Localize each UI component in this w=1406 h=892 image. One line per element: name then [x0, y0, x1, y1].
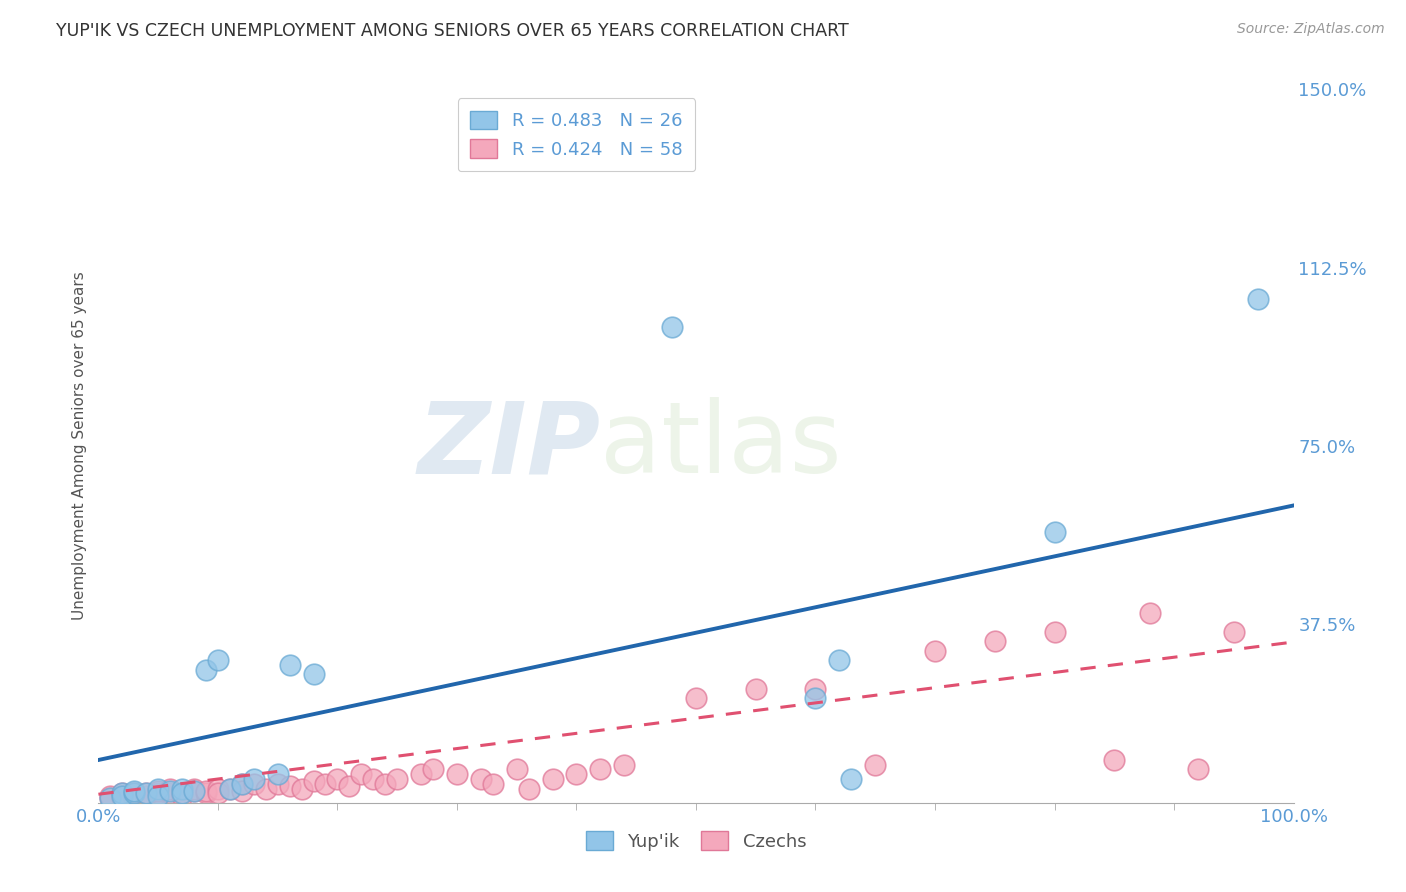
Point [183, 784, 205, 798]
Point [302, 774, 325, 789]
Point [195, 784, 218, 798]
Point [661, 320, 683, 334]
Point [172, 786, 194, 800]
Point [98, 791, 122, 805]
Point [1104, 753, 1126, 767]
Point [350, 767, 373, 781]
Point [195, 786, 218, 800]
Point [148, 784, 170, 798]
Point [1043, 524, 1066, 539]
Point [111, 786, 134, 800]
Point [195, 663, 218, 677]
Point [172, 789, 194, 803]
Point [135, 786, 157, 800]
Point [219, 781, 242, 796]
Point [231, 777, 253, 791]
Point [207, 781, 229, 796]
Point [1223, 624, 1246, 639]
Point [745, 681, 768, 696]
Point [148, 781, 170, 796]
Point [111, 789, 134, 803]
Point [302, 667, 325, 681]
Point [984, 634, 1007, 648]
Point [1247, 292, 1270, 306]
Point [828, 653, 851, 667]
Point [124, 786, 146, 800]
Point [135, 789, 157, 803]
Point [231, 784, 253, 798]
Point [278, 779, 301, 793]
Point [172, 781, 194, 796]
Point [841, 772, 863, 786]
Point [506, 763, 529, 777]
Point [685, 691, 707, 706]
Point [243, 777, 266, 791]
Point [374, 777, 396, 791]
Point [422, 763, 444, 777]
Point [207, 653, 229, 667]
Y-axis label: Unemployment Among Seniors over 65 years: Unemployment Among Seniors over 65 years [72, 272, 87, 620]
Point [481, 777, 505, 791]
Point [231, 777, 253, 791]
Point [124, 784, 146, 798]
Point [470, 772, 492, 786]
Point [517, 781, 540, 796]
Point [111, 791, 134, 805]
Point [278, 657, 301, 672]
Point [254, 781, 277, 796]
Point [363, 772, 385, 786]
Point [98, 789, 122, 803]
Point [291, 781, 314, 796]
Point [159, 784, 181, 798]
Point [541, 772, 564, 786]
Point [1139, 606, 1161, 620]
Point [111, 786, 134, 800]
Point [267, 767, 290, 781]
Point [183, 781, 205, 796]
Point [339, 779, 361, 793]
Point [804, 681, 827, 696]
Point [315, 777, 337, 791]
Point [385, 772, 409, 786]
Point [124, 791, 146, 805]
Legend: Yup'ik, Czechs: Yup'ik, Czechs [578, 824, 814, 858]
Text: YUP'IK VS CZECH UNEMPLOYMENT AMONG SENIORS OVER 65 YEARS CORRELATION CHART: YUP'IK VS CZECH UNEMPLOYMENT AMONG SENIO… [56, 22, 849, 40]
Point [159, 781, 181, 796]
Point [613, 757, 636, 772]
Point [1043, 624, 1066, 639]
Text: Source: ZipAtlas.com: Source: ZipAtlas.com [1237, 22, 1385, 37]
Point [865, 757, 887, 772]
Point [98, 791, 122, 805]
Point [589, 763, 612, 777]
Point [219, 781, 242, 796]
Point [411, 767, 433, 781]
Point [135, 786, 157, 800]
Point [159, 786, 181, 800]
Point [267, 777, 290, 791]
Point [924, 643, 946, 657]
Point [243, 772, 266, 786]
Point [124, 786, 146, 800]
Point [148, 789, 170, 803]
Point [326, 772, 349, 786]
Point [172, 786, 194, 800]
Point [804, 691, 827, 706]
Point [446, 767, 468, 781]
Text: atlas: atlas [600, 398, 842, 494]
Text: ZIP: ZIP [418, 398, 600, 494]
Point [148, 786, 170, 800]
Point [565, 767, 588, 781]
Point [1187, 763, 1209, 777]
Point [207, 786, 229, 800]
Point [183, 784, 205, 798]
